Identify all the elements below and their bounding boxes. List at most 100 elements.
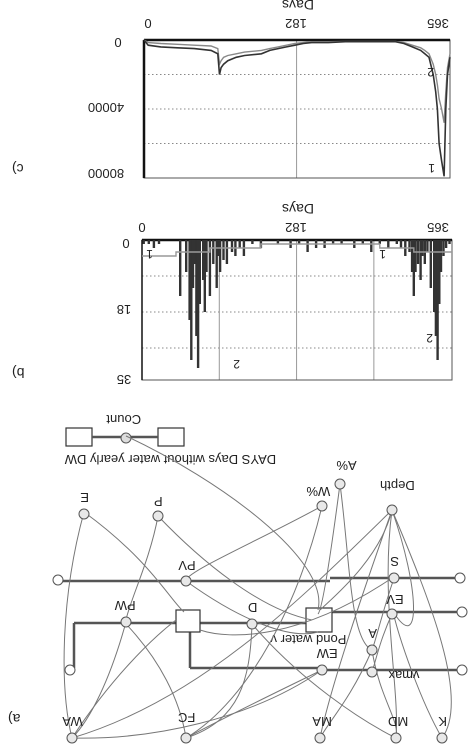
node-PV — [180, 575, 192, 587]
panel-a: a) Count DAYS Days without water yearly … — [8, 412, 468, 744]
chart-b-bar-50 — [419, 240, 422, 280]
chart-b-series-2-line — [142, 243, 452, 257]
chart-b-bar-15 — [205, 240, 208, 272]
label-WA: WA — [62, 714, 83, 729]
node-S — [388, 572, 400, 584]
chart-b-bar-56 — [434, 240, 438, 336]
chart-b-bar-31 — [297, 240, 301, 244]
stock-pond-water-label: Pond water v — [270, 632, 346, 647]
chart-c-series-1-line — [143, 39, 451, 177]
chart-b-bar-7 — [190, 240, 193, 360]
panel-label-a: a) — [8, 711, 20, 727]
chart-b-bar-23 — [230, 240, 234, 252]
chart-b-bar-17 — [212, 240, 215, 264]
chart-b-bar-60 — [442, 240, 445, 256]
chart-c-gridlines — [144, 40, 451, 178]
chart-b-series-2-label-a: 2 — [233, 357, 240, 371]
chart-b-bar-12 — [198, 240, 201, 304]
chart-b-series-2-label-b: 2 — [426, 331, 433, 345]
aux-nodes — [66, 478, 448, 744]
label-PV: PV — [178, 558, 196, 573]
chart-b-bar-55 — [433, 240, 436, 312]
chart-b-bar-42 — [395, 240, 398, 244]
chart-b-bar-21 — [222, 240, 225, 260]
chart-b-bar-11 — [196, 240, 200, 368]
label-P: P — [154, 494, 163, 509]
chart-c-xtick-0: 0 — [144, 16, 151, 31]
chart-b-bar-22 — [225, 240, 229, 264]
label-EW: EW — [316, 646, 338, 661]
node-MA — [314, 732, 326, 744]
chart-c-ytick-1: 40000 — [88, 100, 124, 115]
label-PW: PW — [114, 598, 136, 613]
label-E: E — [80, 490, 89, 505]
node-D — [246, 618, 258, 630]
node-EV — [386, 608, 398, 620]
chart-b-bar-58 — [438, 240, 441, 304]
label-S: S — [390, 554, 399, 569]
stock-box-left — [65, 427, 93, 447]
chart-b-bar-36 — [340, 240, 343, 244]
chart-b-ytick-1: 18 — [117, 302, 131, 317]
chart-b-bar-46 — [410, 240, 414, 272]
chart-b-bar-10 — [195, 240, 198, 336]
stock-count-label: Count — [106, 412, 141, 427]
panel-label-b: b) — [12, 365, 24, 381]
node-Depth — [386, 504, 398, 516]
node-Ap — [334, 478, 346, 490]
chart-b-bar-4 — [179, 240, 182, 296]
chart-b-bar-2 — [152, 240, 156, 248]
chart-b-bar-59 — [439, 240, 443, 272]
chart-b-bar-35 — [331, 240, 335, 244]
chart-b-bar-41 — [387, 240, 390, 248]
node-PW — [120, 616, 132, 628]
chart-b-xtick-1: 182 — [285, 220, 307, 235]
label-K: K — [438, 714, 447, 729]
node-E — [78, 508, 90, 520]
chart-b-series-1-label-b: 1 — [379, 247, 386, 261]
chart-b-bar-13 — [202, 240, 205, 280]
info-links — [63, 435, 452, 739]
chart-b-bar-1 — [147, 240, 150, 244]
chart-b-bar-45 — [408, 240, 411, 252]
chart-b-bar-48 — [414, 240, 417, 272]
label-Wp: W% — [306, 484, 330, 499]
node-A — [366, 644, 378, 656]
node-EW — [316, 664, 328, 676]
chart-b-bar-29 — [276, 240, 280, 244]
chart-c-ytick-2: 80000 — [88, 166, 124, 181]
chart-b-bar-25 — [238, 240, 241, 248]
label-D: D — [248, 600, 257, 615]
chart-b-bar-40 — [378, 240, 381, 244]
sink-cloud-ev — [456, 606, 468, 618]
chart-b-series-1-label: 1 — [146, 247, 153, 261]
chart-b-bar-43 — [399, 240, 403, 248]
label-A: A — [368, 626, 377, 641]
chart-b-ytick-2: 35 — [117, 372, 131, 387]
node-FC — [180, 732, 192, 744]
panel-label-c: c) — [12, 161, 24, 177]
chart-b-ytick-0: 0 — [122, 236, 129, 251]
label-MA: MA — [312, 714, 332, 729]
chart-b-bar-8 — [191, 240, 195, 288]
chart-b-bar-14 — [203, 240, 206, 312]
sink-cloud-vmax — [456, 664, 468, 676]
node-P — [152, 510, 164, 522]
chart-b-bar-5 — [185, 240, 188, 272]
chart-b-bar-39 — [370, 240, 373, 252]
chart-b-xlabel: Days — [282, 201, 314, 217]
label-MD: MD — [388, 714, 408, 729]
label-vmax: vmax — [388, 668, 420, 683]
chart-b-xtick-2: 365 — [427, 220, 449, 235]
chart-b-bar-6 — [188, 240, 191, 320]
chart-c-series-2-label: 2 — [427, 65, 434, 79]
chart-c-ytick-0: 0 — [114, 35, 121, 50]
chart-b-bar-3 — [157, 240, 161, 244]
chart-c-xlabel: Days — [282, 0, 314, 13]
chart-b-bar-18 — [215, 240, 218, 288]
chart-b-bar-62 — [448, 240, 451, 244]
chart-b-bar-53 — [426, 240, 429, 252]
chart-b-bar-16 — [208, 240, 212, 296]
stock-count-box — [157, 427, 185, 447]
